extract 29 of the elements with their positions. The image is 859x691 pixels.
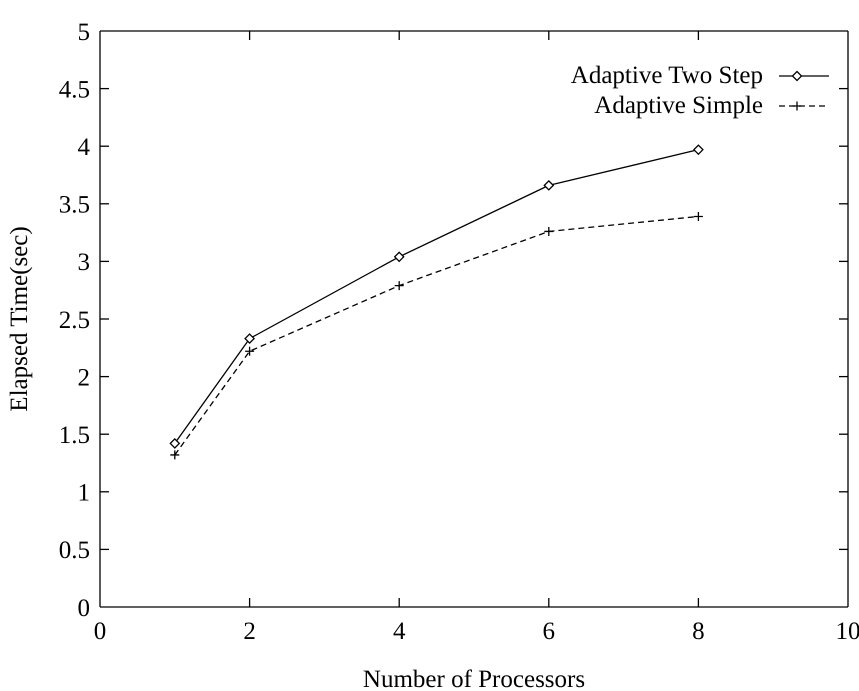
y-axis-title: Elapsed Time(sec) — [6, 226, 33, 412]
y-tick-label: 2.5 — [58, 306, 90, 334]
x-tick-label: 2 — [243, 618, 256, 645]
point — [244, 333, 255, 344]
legend-label: Adaptive Simple — [594, 92, 763, 119]
point — [244, 346, 255, 356]
point — [394, 252, 404, 262]
point — [170, 450, 180, 460]
point — [693, 211, 704, 222]
x-tick-label: 6 — [542, 618, 556, 645]
y-tick-label: 5 — [78, 18, 90, 46]
y-tick-label: 1 — [78, 480, 90, 507]
x-axis-title: Number of Processors — [362, 666, 586, 691]
point — [544, 226, 554, 237]
y-tick-label: 2 — [78, 364, 90, 392]
y-tick-label: 0.5 — [58, 537, 90, 564]
y-tick-label: 0 — [78, 594, 90, 622]
y-tick-label: 1.5 — [58, 422, 90, 449]
point — [170, 438, 180, 449]
y-tick-label: 4 — [78, 134, 90, 161]
legend-label: Adaptive Two Step — [570, 62, 763, 89]
point — [394, 280, 404, 291]
point — [544, 180, 554, 191]
y-tick-label: 4.5 — [58, 76, 90, 104]
x-tick-label: 8 — [692, 618, 705, 645]
y-tick-label: 3 — [78, 249, 90, 276]
x-tick-label: 4 — [392, 618, 406, 645]
point — [693, 144, 704, 155]
y-tick-label: 3.5 — [58, 192, 90, 219]
